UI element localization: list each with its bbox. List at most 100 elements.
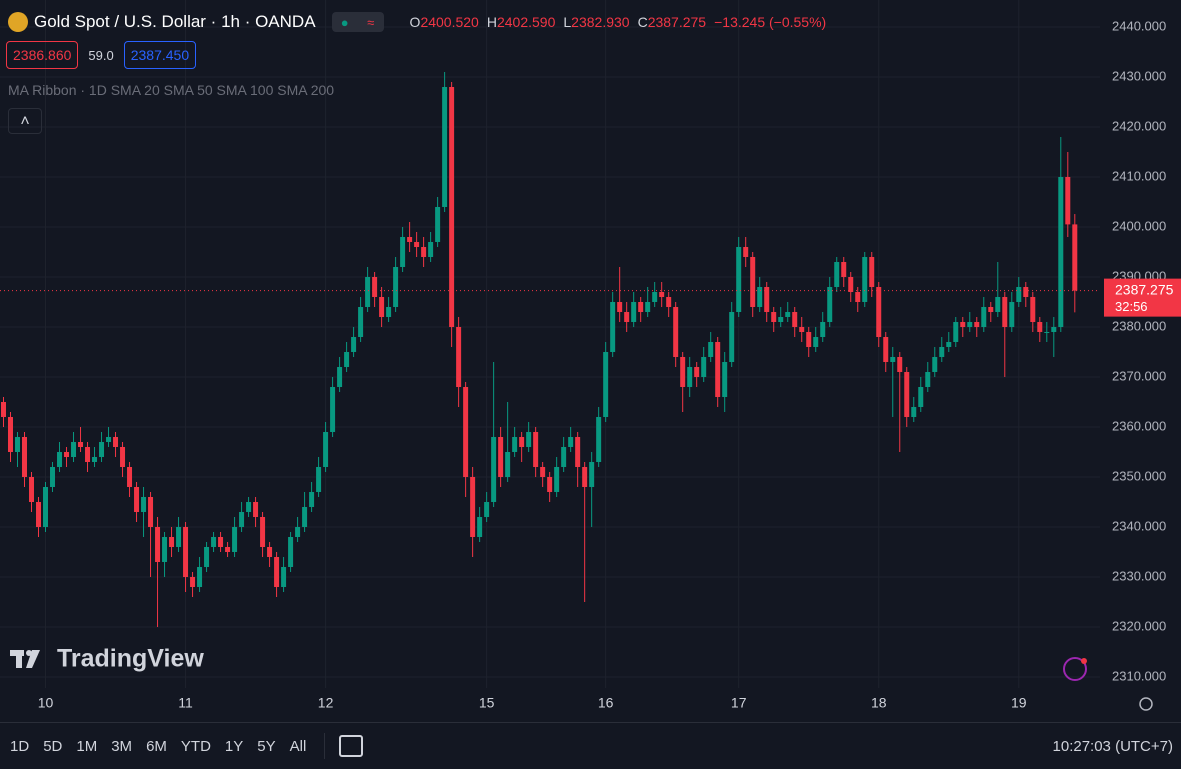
candle-body — [260, 517, 266, 547]
candle-body — [750, 257, 756, 307]
candle-body — [15, 437, 21, 452]
candle-body — [617, 302, 623, 312]
candle-body — [113, 437, 119, 447]
candle-body — [582, 467, 588, 487]
period-button[interactable]: All — [289, 737, 307, 755]
symbol: Gold Spot / U.S. Dollar · 1h · OANDA — [34, 12, 316, 31]
period-button[interactable]: YTD — [180, 737, 211, 755]
y-tick-label: 2430.000 — [1112, 68, 1166, 83]
indicator-label: MA Ribbon · 1D SMA 20 SMA 50 SMA 100 SMA… — [8, 82, 335, 98]
candle-body — [330, 387, 336, 432]
candle-body — [519, 437, 525, 447]
candle-body — [414, 242, 420, 247]
candle-body — [666, 297, 672, 307]
candle-body — [365, 277, 371, 307]
candle-body — [358, 307, 364, 337]
candle-body — [764, 287, 770, 312]
candle-body — [743, 247, 749, 257]
candle-body — [43, 487, 49, 527]
period-button[interactable]: 5D — [43, 737, 63, 755]
period-button[interactable]: 1M — [76, 737, 98, 755]
date-range-icon[interactable] — [339, 735, 364, 757]
candle-body — [484, 502, 490, 517]
separator — [324, 733, 326, 759]
candle-body — [372, 277, 378, 297]
x-tick-label: 10 — [38, 695, 54, 711]
candle-body — [92, 457, 98, 462]
candle-body — [323, 432, 329, 467]
bid[interactable]: 2386.860 — [6, 41, 79, 69]
candle-body — [911, 407, 917, 417]
candle-body — [281, 567, 287, 587]
candle-body — [652, 292, 658, 302]
candle-body — [827, 287, 833, 322]
period-button[interactable]: 1Y — [224, 737, 244, 755]
candle-body — [57, 452, 63, 467]
candle-body — [995, 297, 1001, 312]
alert-icon[interactable] — [1063, 657, 1087, 681]
candle-body — [442, 87, 448, 207]
candle-body — [680, 357, 686, 387]
candle-body — [946, 342, 952, 347]
candle-body — [288, 537, 294, 567]
period-button[interactable]: 3M — [111, 737, 133, 755]
period-button[interactable]: 5Y — [257, 737, 276, 755]
ask[interactable]: 2387.450 — [123, 41, 197, 69]
candle-body — [295, 527, 301, 537]
candle-body — [393, 267, 399, 307]
candle-body — [1009, 302, 1015, 327]
candle-body — [379, 297, 385, 317]
symbol-icon — [8, 12, 28, 32]
candle-body — [204, 547, 210, 567]
clock: 10:27:03 (UTC+7) — [1052, 737, 1173, 755]
grid — [0, 0, 1100, 688]
candle-body — [890, 357, 896, 362]
candle-body — [939, 347, 945, 357]
candle-body — [190, 577, 196, 587]
candle-body — [757, 287, 763, 307]
candle-body — [673, 307, 679, 357]
candle-body — [778, 317, 784, 322]
y-tick-label: 2370.000 — [1112, 368, 1166, 383]
period-button[interactable]: 6M — [146, 737, 167, 755]
candle-body — [918, 387, 924, 407]
candle-body — [932, 357, 938, 372]
period-button[interactable]: 1D — [10, 737, 30, 755]
candle-body — [533, 432, 539, 467]
candle-body — [603, 352, 609, 417]
x-tick-label: 12 — [318, 695, 334, 711]
candle-body — [449, 87, 455, 327]
x-tick-label: 18 — [871, 695, 887, 711]
candle-body — [631, 302, 637, 322]
candle-body — [953, 322, 959, 342]
candle-body — [274, 557, 280, 587]
y-tick-label: 2380.000 — [1112, 318, 1166, 333]
candle-body — [1072, 224, 1078, 291]
candle-body — [71, 442, 77, 457]
y-tick-label: 2310.000 — [1112, 668, 1166, 683]
candle-body — [176, 527, 182, 547]
status-pill[interactable]: ● ≈ — [331, 12, 384, 32]
candle-body — [897, 357, 903, 372]
candle-body — [64, 452, 70, 457]
candle-body — [981, 307, 987, 327]
candle-body — [106, 437, 112, 442]
candle-body — [736, 247, 742, 312]
candle-body — [967, 322, 973, 327]
indicator: MA Ribbon · 1D SMA 20 SMA 50 SMA 100 SMA… — [8, 82, 334, 98]
candles — [1, 72, 1078, 627]
candle-body — [337, 367, 343, 387]
candle-body — [134, 487, 140, 512]
candle-body — [428, 242, 434, 257]
spread: 59.0 — [88, 47, 114, 63]
collapse-button[interactable]: ˄ — [8, 108, 42, 134]
candle-body — [883, 337, 889, 362]
candle-body — [407, 237, 413, 242]
ohlc-key: O — [409, 14, 421, 30]
candle-body — [848, 277, 854, 292]
candle-body — [85, 447, 91, 462]
candle-body — [687, 367, 693, 387]
ohlc: O2400.520 H2402.590 L2382.930 C2387.275 — [402, 14, 707, 30]
settings-icon[interactable] — [1139, 697, 1153, 711]
ohlc-value: 2402.590 — [496, 14, 556, 30]
